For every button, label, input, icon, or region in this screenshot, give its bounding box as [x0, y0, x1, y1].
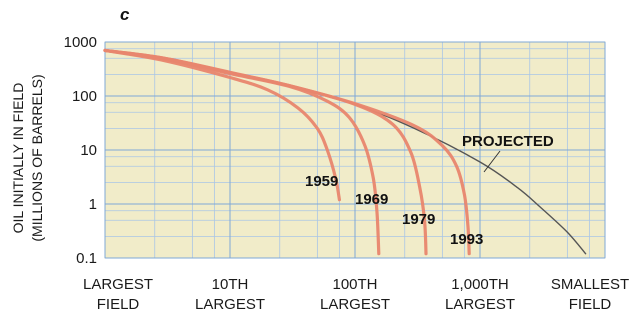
x-axis-ticks: LARGEST FIELD 10TH LARGEST 100TH LARGEST 1,000…	[83, 276, 629, 313]
x-tick-label: FIELD	[569, 296, 612, 313]
x-tick-label: LARGEST	[195, 296, 265, 313]
y-tick-label: 0.1	[76, 250, 97, 267]
y-tick-label: 10	[80, 142, 97, 159]
y-tick-label: 1	[89, 196, 97, 213]
series-label-1969: 1969	[355, 191, 388, 208]
series-lines	[103, 48, 587, 256]
y-axis-ticks: 1000 100 10 1 0.1	[64, 34, 97, 267]
series-label-1993: 1993	[450, 231, 483, 248]
x-tick-label: LARGEST	[320, 296, 390, 313]
y-tick-label: 1000	[64, 34, 97, 51]
panel-label: c	[120, 5, 130, 24]
series-labels: PROJECTED 1959 1969 1979 1993	[305, 133, 554, 248]
series-label-1959: 1959	[305, 173, 338, 190]
series-label-projected: PROJECTED	[462, 133, 554, 150]
y-tick-label: 100	[72, 88, 97, 105]
x-tick-label: 100TH	[332, 276, 377, 293]
y-axis-label-line: (MILLIONS OF BARRELS)	[29, 74, 45, 241]
x-tick-label: 10TH	[212, 276, 249, 293]
series-line-1993	[103, 48, 471, 256]
series-line-1959	[103, 48, 341, 202]
x-tick-label: 1,000TH	[451, 276, 509, 293]
x-tick-label: LARGEST	[83, 276, 153, 293]
x-tick-label: SMALLEST	[551, 276, 629, 293]
series-label-1979: 1979	[402, 211, 435, 228]
y-axis-label: OIL INITIALLY IN FIELD (MILLIONS OF BARRE…	[10, 74, 45, 241]
y-axis-label-line: OIL INITIALLY IN FIELD	[10, 83, 26, 234]
x-tick-label: LARGEST	[445, 296, 515, 313]
projected-leader-line	[483, 150, 501, 173]
x-tick-label: FIELD	[97, 296, 140, 313]
